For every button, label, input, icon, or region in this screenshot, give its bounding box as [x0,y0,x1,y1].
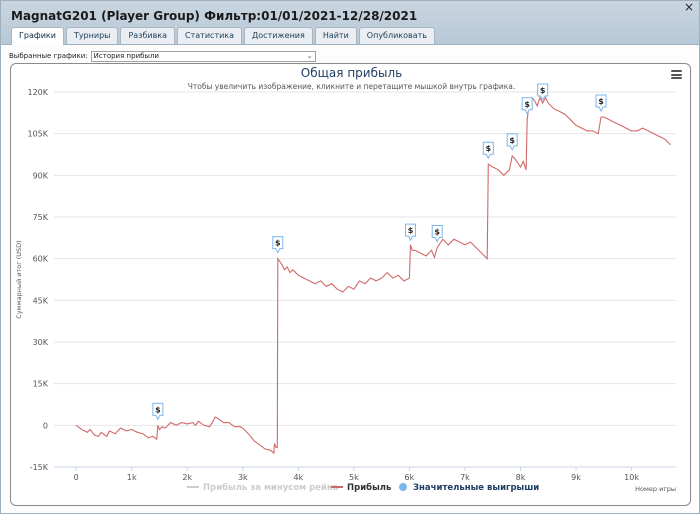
hamburger-menu-icon[interactable] [671,70,682,79]
x-tick-label: 3k [238,473,248,482]
big-win-marker[interactable]: $ [405,223,417,242]
legend-label: Прибыль за минусом рейка [203,482,339,493]
x-tick-label: 1k [127,473,137,482]
chart-selector-row: Выбранные графики: История прибыли ⌄ [9,50,316,62]
big-win-flag [431,225,443,243]
x-tick-label: 6k [405,473,415,482]
big-win-dollar-label: $ [509,136,515,145]
big-win-flag [537,83,549,102]
big-win-flag [272,236,284,254]
big-win-marker[interactable]: $ [482,141,494,160]
y-tick-label: -15K [30,463,49,472]
chart-selector-dropdown[interactable]: История прибыли ⌄ [90,50,316,62]
x-tick-label: 7k [460,473,470,482]
big-win-marker[interactable]: $ [152,402,164,421]
y-tick-label: 0 [43,421,48,430]
legend-item[interactable]: Прибыль за минусом рейка [187,482,339,493]
chart-title: Общая прибыль [300,66,403,80]
big-win-dollar-label: $ [155,405,161,414]
x-tick-label: 8k [516,473,526,482]
x-axis-title: Номер игры [635,485,676,493]
legend-label: Значительные выигрыши [413,483,539,493]
tab-publish[interactable]: Опубликовать [358,27,436,44]
big-win-marker[interactable]: $ [537,83,549,102]
big-win-dollar-label: $ [275,239,281,248]
legend-item[interactable]: Значительные выигрыши [399,483,539,493]
chart-subtitle: Чтобы увеличить изображение, кликните и … [187,82,516,91]
legend-item[interactable]: Прибыль [331,482,391,493]
big-win-flag [595,94,607,113]
profit-chart[interactable]: -15K 0 15K 30K 45K 60K 75K 90K 105K 120K 0 1k 2k 3k 4k… [11,64,692,507]
y-tick-label: 90K [33,171,49,180]
x-tick-label: 10k [624,473,639,482]
close-icon[interactable]: × [683,0,694,14]
x-tick-label: 4k [293,473,303,482]
tab-tournaments[interactable]: Турниры [65,27,119,44]
chevron-down-icon: ⌄ [306,51,313,60]
big-win-dollar-label: $ [434,228,440,237]
big-win-dollar-label: $ [598,97,604,106]
big-win-flag [152,402,164,421]
big-win-dollar-label: $ [486,144,492,153]
chart-panel[interactable]: Общая прибыль Чтобы увеличить изображени… [10,63,691,506]
window-title: MagnatG201 (Player Group) Фильтр:01/01/2… [11,9,418,23]
big-win-flag [482,141,494,160]
big-win-dollar-label: $ [524,100,530,109]
tab-breakdown[interactable]: Разбивка [120,27,176,44]
big-win-dollar-label: $ [408,226,414,235]
big-win-marker[interactable]: $ [521,97,533,115]
y-tick-label: 60K [33,255,49,264]
big-win-dollar-label: $ [540,86,546,95]
big-win-marker[interactable]: $ [506,133,518,152]
profit-series-line [75,96,671,455]
big-win-marker[interactable]: $ [272,236,284,254]
x-tick-label: 2k [182,473,192,482]
y-tick-label: 45K [33,296,49,305]
x-tick-label: 9k [571,473,581,482]
big-win-flag [506,133,518,152]
y-axis-title: Суммарный итог (USD) [15,240,23,318]
big-win-flag [405,223,417,242]
big-win-marker[interactable]: $ [595,94,607,113]
y-tick-label: 30K [33,338,49,347]
x-tick-label: 5k [349,473,359,482]
tab-bar: Графики Турниры Разбивка Статистика Дост… [11,27,436,45]
big-win-marker[interactable]: $ [431,225,443,243]
chart-selector-value: История прибыли [93,51,159,60]
y-tick-label: 15K [33,380,49,389]
chart-selector-label: Выбранные графики: [9,52,88,60]
legend-label: Прибыль [347,482,391,493]
big-win-flag [521,97,533,115]
tab-find[interactable]: Найти [314,27,357,44]
tab-charts[interactable]: Графики [11,27,64,45]
tab-statistics[interactable]: Статистика [177,27,243,44]
y-tick-label: 105K [27,130,48,139]
y-tick-label: 120K [27,88,48,97]
tab-achievements[interactable]: Достижения [244,27,313,44]
y-tick-label: 75K [33,213,49,222]
x-tick-label: 0 [74,473,79,482]
legend-circle-symbol [399,483,407,491]
